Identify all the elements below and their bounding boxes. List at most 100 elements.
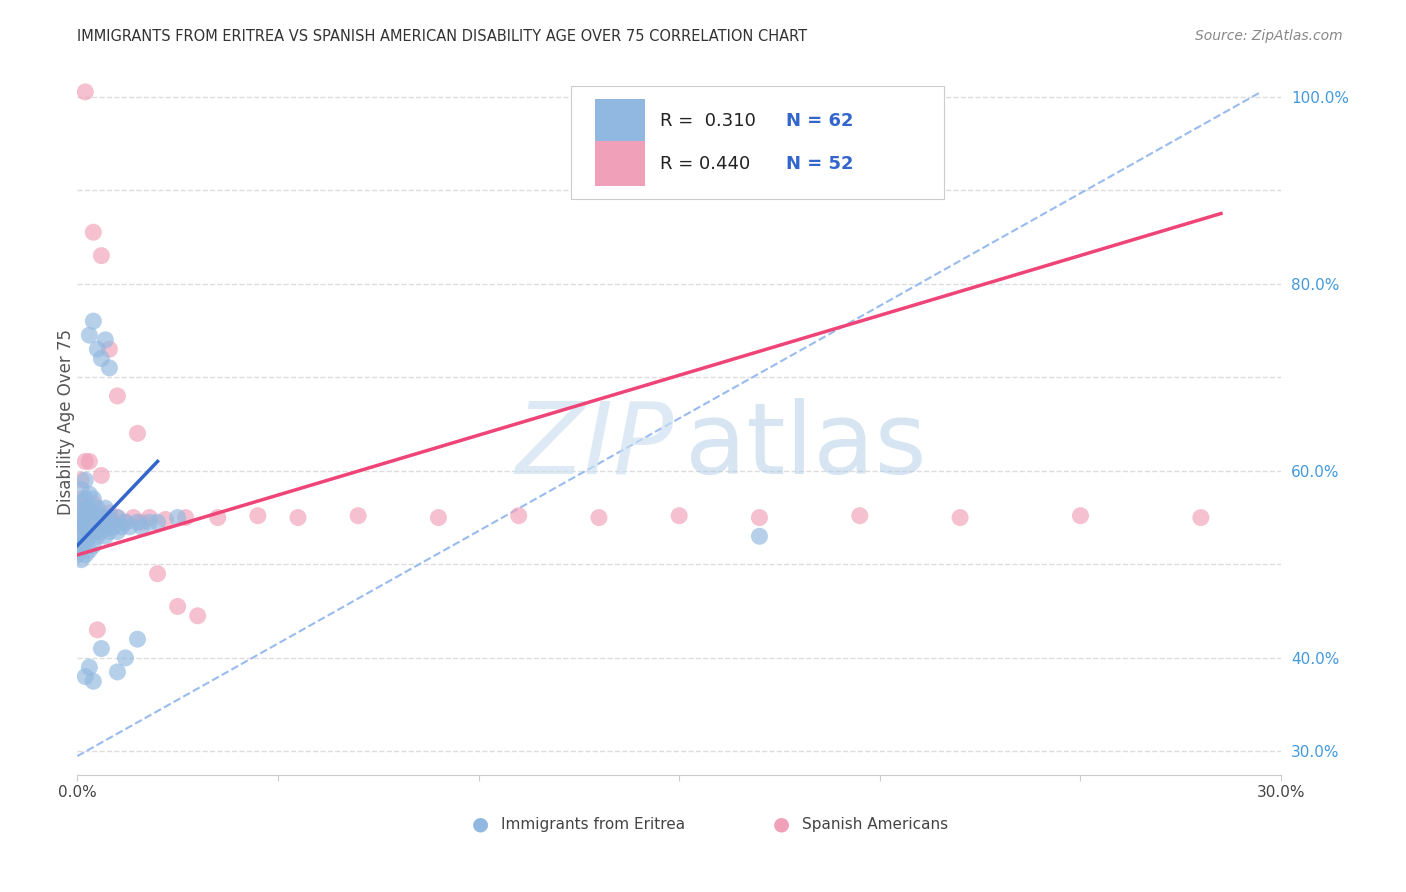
Text: N = 62: N = 62 [786,112,853,130]
Point [748,529,770,543]
Point [70,539,93,553]
Point [107,524,129,539]
Point [427,510,450,524]
Point [94,333,117,347]
Point [138,510,160,524]
Point [82,539,104,553]
Text: ZIP: ZIP [515,398,673,495]
Point [75,506,97,520]
Text: Spanish Americans: Spanish Americans [801,817,948,831]
Text: IMMIGRANTS FROM ERITREA VS SPANISH AMERICAN DISABILITY AGE OVER 75 CORRELATION C: IMMIGRANTS FROM ERITREA VS SPANISH AMERI… [77,29,807,45]
Point [79,328,101,343]
Point [70,491,93,506]
Point [86,515,108,529]
Point [246,508,269,523]
Point [70,506,93,520]
Point [82,520,104,534]
Point [75,670,97,684]
Point [146,566,169,581]
Point [86,529,108,543]
Point [118,520,141,534]
Point [75,85,97,99]
Point [94,520,117,534]
Point [98,342,121,356]
Point [79,515,101,529]
Point [70,524,93,539]
Point [79,487,101,501]
Point [75,520,97,534]
Point [86,623,108,637]
Point [75,491,97,506]
Point [107,510,129,524]
FancyBboxPatch shape [571,87,943,199]
Point [82,225,104,239]
Point [79,506,101,520]
Point [131,515,153,529]
Y-axis label: Disability Age Over 75: Disability Age Over 75 [58,328,75,515]
Point [86,342,108,356]
Point [114,651,136,665]
Point [66,548,89,562]
Point [107,665,129,679]
Point [70,520,93,534]
Text: N = 52: N = 52 [786,155,853,173]
Point [75,501,97,516]
Point [79,543,101,558]
Point [98,510,121,524]
FancyBboxPatch shape [595,99,645,145]
Point [588,510,610,524]
Point [166,510,188,524]
Point [82,524,104,539]
Point [82,674,104,689]
Point [86,506,108,520]
Point [82,496,104,510]
FancyBboxPatch shape [595,141,645,186]
Point [94,501,117,516]
Point [122,510,145,524]
Point [103,515,125,529]
Text: Source: ZipAtlas.com: Source: ZipAtlas.com [1195,29,1343,44]
Point [347,508,370,523]
Text: R = 0.440: R = 0.440 [659,155,751,173]
Point [75,454,97,468]
Point [949,510,972,524]
Point [287,510,309,524]
Point [114,515,136,529]
Point [127,426,149,441]
Point [66,501,89,516]
Point [75,473,97,487]
Point [75,533,97,548]
Point [110,520,132,534]
Point [82,491,104,506]
Point [90,641,112,656]
Point [94,529,117,543]
Point [82,314,104,328]
Text: R =  0.310: R = 0.310 [659,112,756,130]
Text: atlas: atlas [685,398,927,495]
Point [166,599,188,614]
Point [66,515,89,529]
Point [107,510,129,524]
Point [90,468,112,483]
Point [90,249,112,263]
Point [90,510,112,524]
Point [146,515,169,529]
Point [668,508,690,523]
Point [79,529,101,543]
Text: Immigrants from Eritrea: Immigrants from Eritrea [501,817,685,831]
Point [508,508,530,523]
Point [86,524,108,539]
Point [66,515,89,529]
Point [748,510,770,524]
Point [70,510,93,524]
Point [70,496,93,510]
Point [155,512,177,526]
Point [66,529,89,543]
Text: ●: ● [773,814,790,834]
Point [79,660,101,674]
Point [98,510,121,524]
Point [86,501,108,516]
Point [98,524,121,539]
Point [103,520,125,534]
Point [66,539,89,553]
